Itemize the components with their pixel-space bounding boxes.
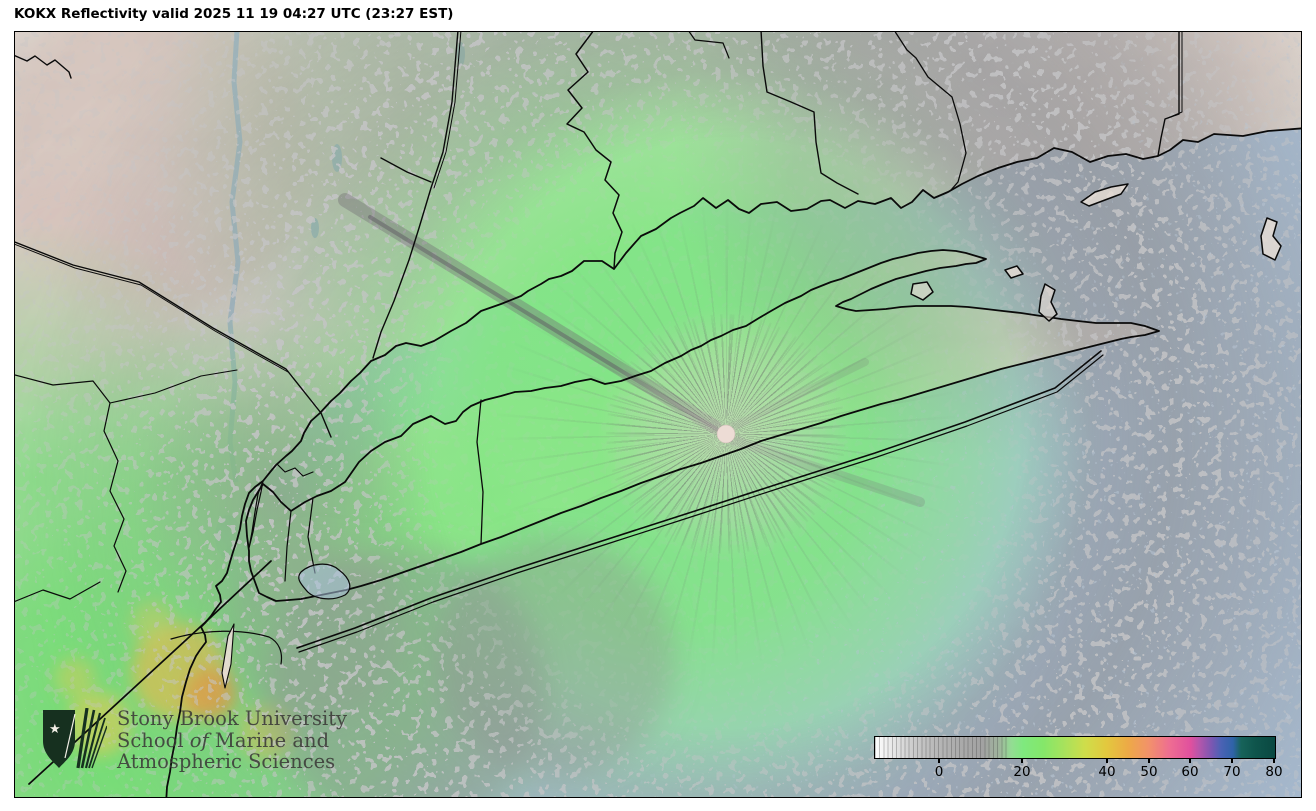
shield-star-icon: ★ — [49, 722, 61, 737]
gardiners-island — [1038, 283, 1058, 322]
colorbar-tick-label: 50 — [1140, 764, 1158, 780]
barrier-island-inner — [298, 354, 1104, 653]
colorbar-tick-label: 20 — [1013, 764, 1031, 780]
colorbar-tick-label: 70 — [1223, 764, 1241, 780]
barrier-island — [296, 350, 1102, 649]
reflectivity-colorbar: 0 20 40 50 60 70 80 — [874, 736, 1283, 788]
sandy-hook — [221, 623, 235, 689]
colorbar-tick-label: 80 — [1265, 764, 1283, 780]
stony-brook-branding: ★ Stony Brook University School of Marin… — [41, 708, 347, 773]
colorbar-level-stripes — [875, 737, 1009, 758]
branding-line-3: Atmospheric Sciences — [117, 750, 336, 773]
block-island — [1260, 217, 1282, 261]
branding-line-2: School of Marine and — [117, 728, 330, 752]
colorbar-tick — [1231, 758, 1233, 763]
shelter-island — [910, 281, 934, 301]
colorbar-tick — [1148, 758, 1150, 763]
colorbar-tick-label: 0 — [934, 764, 944, 780]
fishers-island — [1080, 183, 1129, 207]
radar-map: ★ Stony Brook University School of Marin… — [14, 31, 1302, 798]
colorbar-tick — [1189, 758, 1191, 763]
figure-title: KOKX Reflectivity valid 2025 11 19 04:27… — [14, 6, 454, 22]
colorbar-tick-label: 40 — [1098, 764, 1116, 780]
branding-line-1: Stony Brook University — [117, 707, 348, 730]
plum-island — [1004, 265, 1024, 279]
islands — [910, 183, 1282, 322]
state-county-borders — [15, 32, 1183, 785]
map-lines-layer — [15, 32, 1301, 797]
jamaica-bay — [298, 563, 351, 600]
colorbar-tick — [1106, 758, 1108, 763]
nyc-detail-lines — [170, 463, 314, 665]
branding-text: Stony Brook University School of Marine … — [117, 708, 347, 773]
long-island-coastline — [245, 249, 1160, 602]
colorbar-tick — [938, 758, 940, 763]
colorbar-tick — [1273, 758, 1275, 763]
stony-brook-logo-shield: ★ — [43, 708, 107, 769]
radar-site-marker — [716, 424, 736, 444]
logo-rays-icon — [76, 708, 107, 769]
mainland-coastline — [165, 127, 1301, 797]
colorbar-tick-label: 60 — [1181, 764, 1199, 780]
colorbar-gradient — [874, 736, 1276, 759]
colorbar-tick — [1021, 758, 1023, 763]
